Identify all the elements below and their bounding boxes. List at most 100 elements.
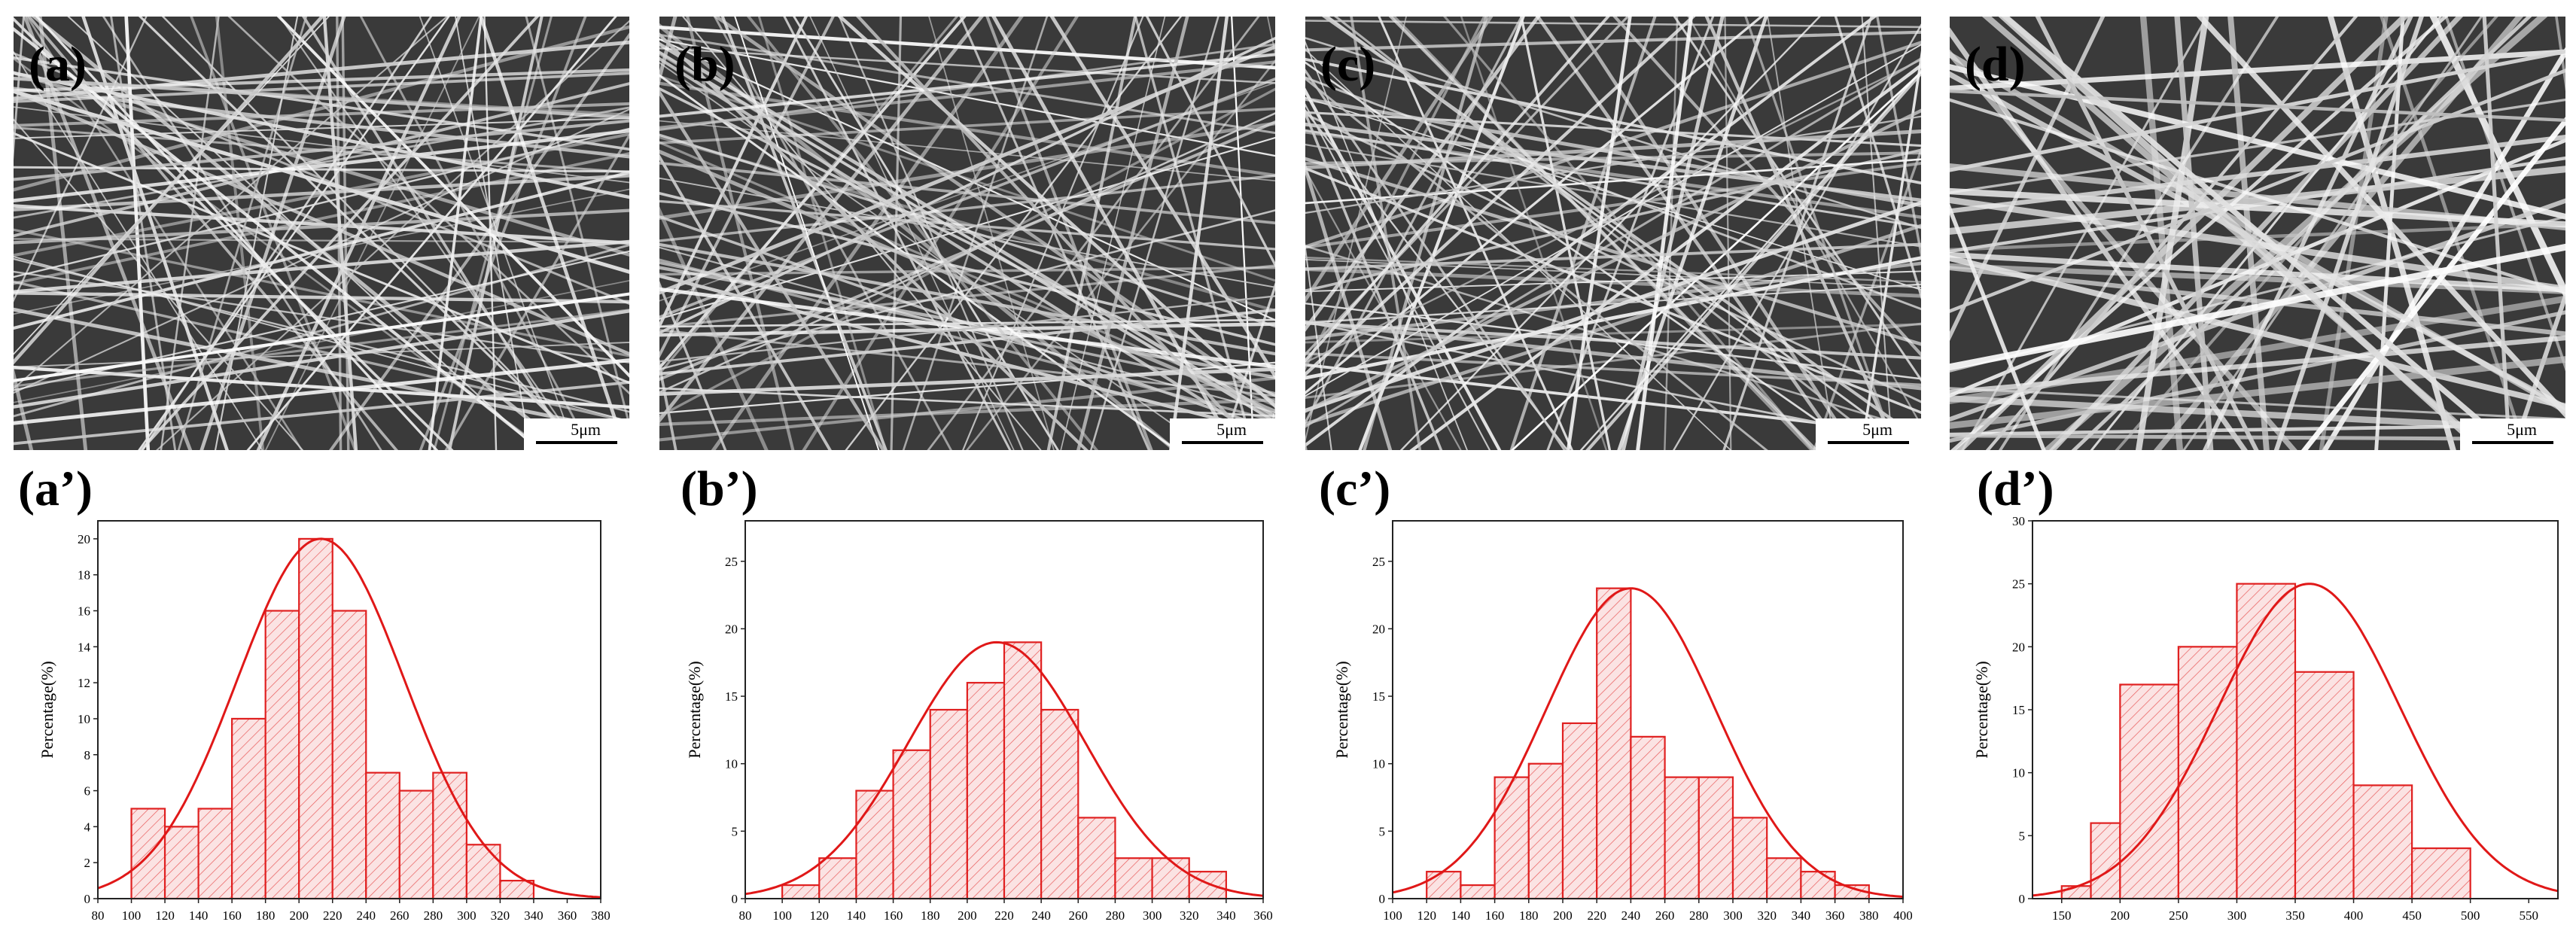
fiber-strand — [659, 149, 1275, 414]
fiber-strand — [659, 329, 1275, 397]
fiber-strand — [1724, 17, 1732, 450]
sem-panel-b: (b) 5μm — [659, 17, 1275, 450]
fiber-strand — [1998, 17, 2489, 450]
fiber-strand — [14, 129, 629, 202]
fiber-strand — [659, 281, 727, 450]
x-tick-label: 140 — [847, 908, 866, 923]
fiber-strand — [2227, 17, 2270, 450]
fiber-strand — [746, 17, 1099, 450]
fiber-strand — [1305, 122, 1921, 202]
x-tick-label: 250 — [2169, 908, 2188, 923]
histogram-bar — [1664, 776, 1700, 900]
x-tick-label: 380 — [1859, 908, 1879, 923]
histogram-label-d: (d’) — [1977, 461, 2054, 516]
y-tick-label: 5 — [2019, 829, 2026, 843]
fiber-strand — [1950, 295, 2565, 404]
x-tick-label: 220 — [323, 908, 343, 923]
panel-label: (c) — [1320, 37, 1376, 92]
fiber-strand — [1305, 129, 1921, 228]
fiber-strand — [2300, 117, 2565, 450]
gaussian-fit-curve — [744, 640, 1264, 897]
fiber-strand — [1443, 17, 1815, 450]
y-tick-label: 20 — [2012, 640, 2025, 654]
fiber-strand — [14, 204, 629, 245]
fiber-strand — [138, 17, 450, 450]
histogram-bar — [197, 808, 233, 900]
x-tick-label: 120 — [810, 908, 830, 923]
fiber-strand — [659, 17, 967, 370]
y-tick-label: 4 — [84, 820, 91, 834]
fiber-strand — [659, 121, 1275, 221]
scale-bar-line — [1182, 441, 1263, 444]
fiber-strand — [1834, 17, 1921, 300]
gaussian-fit-curve — [2032, 583, 2559, 897]
fiber-strand — [659, 56, 1275, 449]
x-tick-label: 240 — [357, 908, 376, 923]
x-tick-label: 200 — [289, 908, 309, 923]
fiber-strand — [1145, 17, 1275, 268]
fiber-strand — [1305, 242, 1332, 450]
scale-bar: 5μm — [524, 418, 629, 450]
x-tick-label: 300 — [457, 908, 477, 923]
fiber-strand — [227, 17, 629, 395]
scale-bar-text: 5μm — [2507, 420, 2537, 439]
histogram-bar — [398, 790, 434, 900]
histogram-bar — [1114, 857, 1153, 900]
y-tick-label: 16 — [78, 604, 90, 619]
fiber-strand — [1305, 41, 1468, 450]
fiber-strand — [1950, 166, 2565, 235]
histogram-bar — [264, 610, 300, 900]
fiber-strand — [1305, 17, 1877, 448]
histogram-label-a: (a’) — [18, 461, 93, 516]
fiber-strand — [991, 17, 1238, 450]
y-tick-label: 6 — [84, 784, 91, 799]
histogram-bar — [1731, 817, 1768, 900]
histogram-bar — [231, 717, 266, 900]
fiber-strand — [659, 246, 1275, 414]
fiber-strand — [14, 309, 629, 388]
histogram-bar — [1596, 587, 1632, 900]
fiber-strand — [14, 106, 629, 184]
histogram-bar — [1561, 722, 1598, 900]
x-tick-label: 550 — [2519, 908, 2538, 923]
fiber-strand — [1305, 17, 1630, 356]
fiber-strand — [1876, 17, 1921, 261]
x-tick-label: 220 — [994, 908, 1014, 923]
histogram-bar — [2119, 683, 2179, 900]
fiber-strand — [322, 17, 358, 450]
plot-frame — [97, 520, 601, 899]
fiber-strand — [14, 71, 629, 257]
histogram-bar — [2411, 847, 2471, 900]
histogram-bar — [2352, 784, 2413, 900]
fiber-strand — [1950, 98, 2565, 295]
fiber-strand — [1950, 135, 2565, 214]
histogram-bar — [1003, 641, 1043, 900]
fiber-strand — [14, 279, 629, 403]
fiber-strand — [161, 17, 589, 450]
fiber-strand — [14, 228, 629, 357]
fiber-strand — [1950, 203, 2046, 450]
fiber-strand — [659, 77, 1275, 319]
fiber-strand — [1305, 320, 1921, 391]
x-tick-label: 220 — [1587, 908, 1606, 923]
histogram-bar — [1630, 735, 1666, 900]
scale-bar: 5μm — [1816, 418, 1921, 450]
x-tick-label: 320 — [491, 908, 510, 923]
fiber-strand — [1950, 187, 2565, 228]
y-tick-label: 5 — [1379, 824, 1386, 838]
fiber-strand — [1363, 17, 1488, 450]
x-tick-label: 280 — [424, 908, 443, 923]
fiber-strand — [1744, 17, 1897, 450]
fiber-strand — [1813, 146, 1921, 450]
fiber-strand — [1950, 49, 2565, 172]
fiber-strand — [1950, 98, 2565, 194]
y-axis-label: Percentage(%) — [685, 661, 704, 758]
y-tick-label: 10 — [78, 712, 90, 726]
fiber-strand — [1399, 17, 1821, 450]
fiber-strand — [14, 119, 629, 181]
histogram-bar — [2236, 583, 2297, 900]
fiber-strand — [1950, 251, 2565, 293]
fiber-micrograph — [1305, 17, 1921, 450]
histogram-bar — [298, 537, 333, 900]
histogram-bar — [130, 808, 166, 900]
